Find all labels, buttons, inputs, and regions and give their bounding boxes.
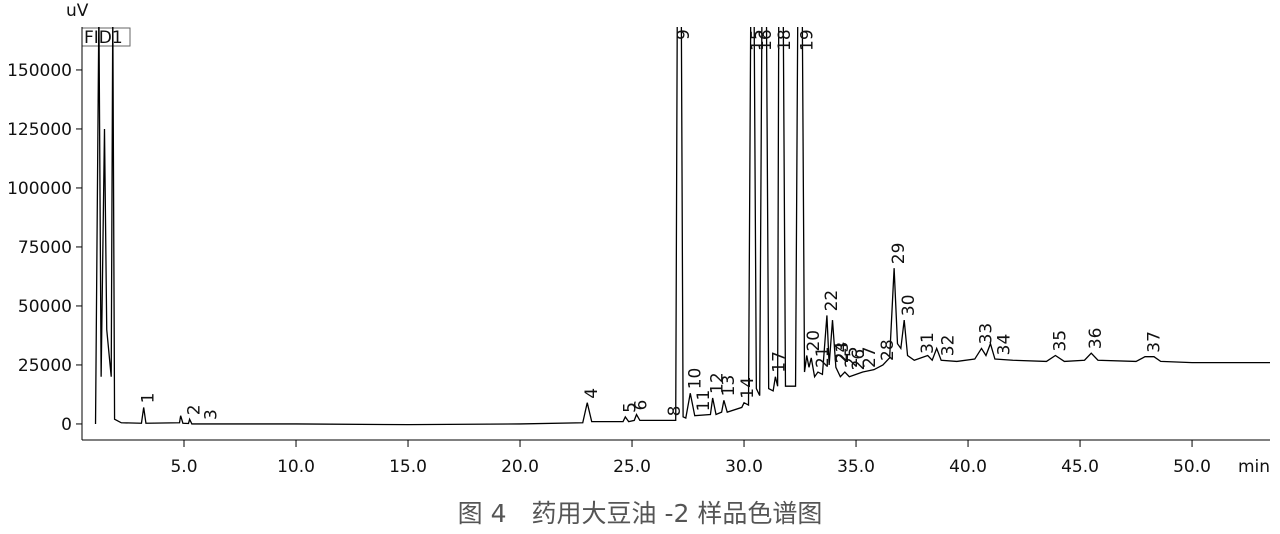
x-tick-label: 35.0 [837, 457, 875, 477]
peak-label: 24 [832, 342, 852, 364]
plot-area [94, 27, 1270, 426]
peak-label: 13 [719, 375, 739, 397]
peak-label: 35 [1050, 330, 1070, 352]
peak-label: 1 [139, 393, 159, 404]
peak-label: 10 [685, 368, 705, 390]
peak-label: 14 [738, 377, 758, 399]
peak-label: 28 [878, 339, 898, 361]
peak-label: 25 [842, 346, 862, 368]
x-axis-label: min [1238, 457, 1270, 477]
x-tick-label: 20.0 [501, 457, 539, 477]
peak-label: 22 [822, 290, 842, 312]
peak-label: 26 [849, 349, 869, 371]
x-tick-label: 30.0 [725, 457, 763, 477]
peak-label: 15 [748, 29, 768, 51]
x-tick-label: 15.0 [389, 457, 427, 477]
peak-label: 32 [938, 335, 958, 357]
x-tick-label: 25.0 [613, 457, 651, 477]
peak-label: 8 [665, 406, 685, 417]
peak-label: 5 [620, 402, 640, 413]
x-tick-label: 45.0 [1061, 457, 1099, 477]
peak-label: 4 [582, 388, 602, 399]
peak-label: 27 [860, 346, 880, 368]
peak-label: 31 [918, 332, 938, 354]
peak-label: 34 [994, 334, 1014, 356]
x-tick-label: 5.0 [170, 457, 197, 477]
peak-label: 30 [899, 294, 919, 316]
peak-label: 9 [674, 29, 694, 40]
caption: 图 4 药用大豆油 -2 样品色谱图 [458, 499, 823, 528]
y-tick-label: 150000 [7, 61, 72, 81]
y-tick-label: 25000 [18, 356, 72, 376]
trace-label: FID1 [84, 28, 123, 48]
peak-label: 11 [694, 390, 714, 412]
peak-label: 23 [833, 342, 853, 364]
y-tick-label: 50000 [18, 297, 72, 317]
peak-label: 16 [756, 29, 776, 51]
peak-label: 12 [708, 372, 728, 394]
peak-label: 2 [185, 404, 205, 415]
x-tick-label: 40.0 [949, 457, 987, 477]
peak-label: 19 [797, 29, 817, 51]
peak-label: 37 [1144, 331, 1164, 353]
peak-label: 17 [769, 351, 789, 373]
trace-line [94, 27, 1270, 426]
peak-label: 36 [1086, 328, 1106, 350]
peak-label: 21 [813, 346, 833, 368]
x-tick-label: 50.0 [1173, 457, 1211, 477]
peak-label: 3 [201, 409, 221, 420]
peak-label: 18 [775, 29, 795, 51]
peak-label: 20 [804, 330, 824, 352]
y-axis-label: uV [66, 1, 89, 21]
y-tick-label: 0 [61, 415, 72, 435]
y-tick-label: 125000 [7, 120, 72, 140]
y-tick-label: 100000 [7, 179, 72, 199]
peak-label: 33 [976, 323, 996, 345]
y-tick-label: 75000 [18, 238, 72, 258]
peak-label: 6 [632, 400, 652, 411]
peak-label: 29 [889, 243, 909, 265]
x-tick-label: 10.0 [277, 457, 315, 477]
